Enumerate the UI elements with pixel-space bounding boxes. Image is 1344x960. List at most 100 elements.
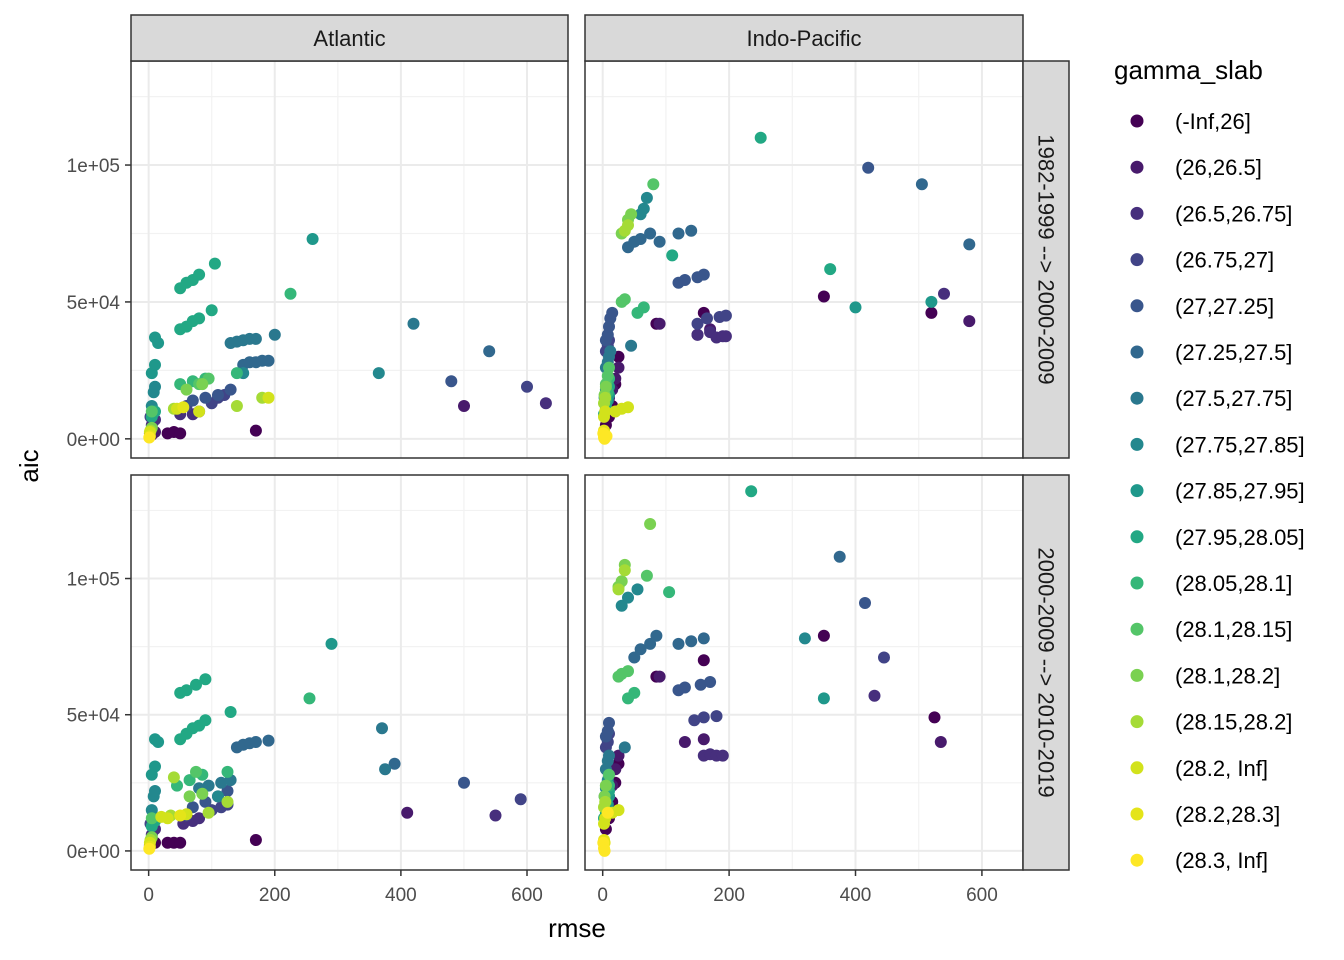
- data-point: [653, 317, 666, 330]
- legend-key: [1130, 391, 1144, 405]
- y-tick-label: 5e+04: [67, 293, 121, 314]
- y-axis-title: aic: [14, 449, 44, 482]
- data-point: [458, 400, 470, 412]
- x-tick-label: 400: [385, 885, 417, 906]
- data-point: [691, 328, 704, 341]
- legend-key: [1130, 622, 1144, 636]
- data-point: [625, 339, 638, 352]
- legend-key: [1130, 253, 1144, 267]
- data-point: [862, 161, 875, 174]
- data-point: [745, 485, 758, 498]
- legend-key: [1130, 114, 1144, 128]
- facet-strip: [1022, 60, 1070, 459]
- legend-key: [1130, 807, 1144, 821]
- data-point: [601, 806, 614, 819]
- panel-background: [585, 61, 1023, 458]
- legend-label: (27.5,27.75]: [1175, 386, 1292, 411]
- data-point: [445, 375, 458, 388]
- data-point: [685, 635, 698, 648]
- data-point: [622, 401, 634, 414]
- legend-key: [1130, 530, 1144, 544]
- legend-label: (28.1,28.2]: [1175, 663, 1280, 688]
- data-point: [691, 317, 704, 330]
- data-point: [212, 389, 224, 401]
- legend-label: (27,27.25]: [1175, 294, 1274, 319]
- data-point: [868, 689, 881, 702]
- data-point: [704, 676, 717, 688]
- data-point: [859, 597, 871, 609]
- facet-strip-label: 2000-2009 --> 2010-2019: [1034, 547, 1059, 797]
- data-point: [604, 345, 617, 358]
- legend-label: (26.75,27]: [1175, 248, 1274, 273]
- data-point: [149, 733, 161, 746]
- x-tick-label: 0: [143, 885, 154, 906]
- data-point: [678, 736, 691, 748]
- data-point: [539, 397, 552, 410]
- data-point: [600, 430, 613, 443]
- legend-key: [1130, 853, 1144, 867]
- data-point: [719, 309, 732, 322]
- panel-points-3: [597, 485, 947, 857]
- facet-strip: [130, 14, 569, 62]
- data-point: [653, 235, 666, 248]
- data-point: [208, 257, 221, 270]
- data-point: [180, 684, 193, 697]
- data-point: [149, 380, 161, 393]
- data-point: [618, 293, 631, 306]
- legend-label: (28.2,28.3]: [1175, 802, 1280, 827]
- data-point: [143, 431, 156, 444]
- legend-label: (-Inf,26]: [1175, 109, 1251, 134]
- legend-label: (27.95,28.05]: [1175, 525, 1305, 550]
- data-point: [262, 391, 275, 404]
- panel-points-1: [597, 131, 976, 445]
- data-point: [193, 312, 206, 325]
- legend-label: (26.5,26.75]: [1175, 201, 1292, 226]
- legend-label: (27.25,27.5]: [1175, 340, 1292, 365]
- data-point: [599, 391, 612, 404]
- legend-label: (28.15,28.2]: [1175, 710, 1292, 735]
- data-point: [710, 710, 723, 723]
- data-point: [249, 424, 262, 437]
- panel-border: [130, 474, 569, 871]
- facet-strip: [584, 14, 1024, 62]
- data-point: [817, 290, 830, 303]
- data-point: [599, 795, 612, 808]
- panel-background: [585, 475, 1023, 870]
- data-point: [143, 842, 156, 855]
- data-point: [719, 330, 732, 343]
- data-point: [637, 301, 650, 314]
- data-point: [221, 785, 234, 797]
- legend-key: [1130, 761, 1144, 775]
- data-point: [401, 806, 414, 819]
- legend-key: [1130, 437, 1144, 451]
- data-point: [612, 361, 625, 374]
- data-point: [701, 312, 713, 325]
- data-point: [697, 654, 710, 667]
- data-point: [167, 771, 180, 784]
- legend-label: (28.05,28.1]: [1175, 571, 1292, 596]
- data-point: [221, 795, 234, 808]
- data-point: [878, 651, 890, 664]
- data-point: [196, 378, 209, 391]
- data-point: [928, 711, 941, 724]
- data-point: [193, 812, 206, 825]
- data-point: [798, 632, 811, 645]
- data-point: [215, 776, 228, 789]
- data-point: [372, 367, 385, 380]
- y-tick-label: 0e+00: [67, 430, 120, 451]
- data-point: [388, 757, 401, 770]
- data-point: [716, 749, 729, 762]
- data-point: [407, 317, 420, 330]
- data-point: [376, 722, 388, 735]
- data-point: [199, 714, 212, 727]
- data-point: [183, 790, 196, 803]
- legend-key: [1130, 299, 1144, 313]
- data-point: [647, 178, 660, 191]
- data-point: [634, 233, 647, 245]
- data-point: [934, 736, 947, 748]
- facet-strip-label: 1982-1999 --> 2000-2009: [1034, 134, 1059, 384]
- data-point: [694, 678, 707, 691]
- data-point: [622, 665, 634, 678]
- y-tick-label: 5e+04: [67, 706, 121, 727]
- facet-strip-label: Indo-Pacific: [747, 26, 862, 51]
